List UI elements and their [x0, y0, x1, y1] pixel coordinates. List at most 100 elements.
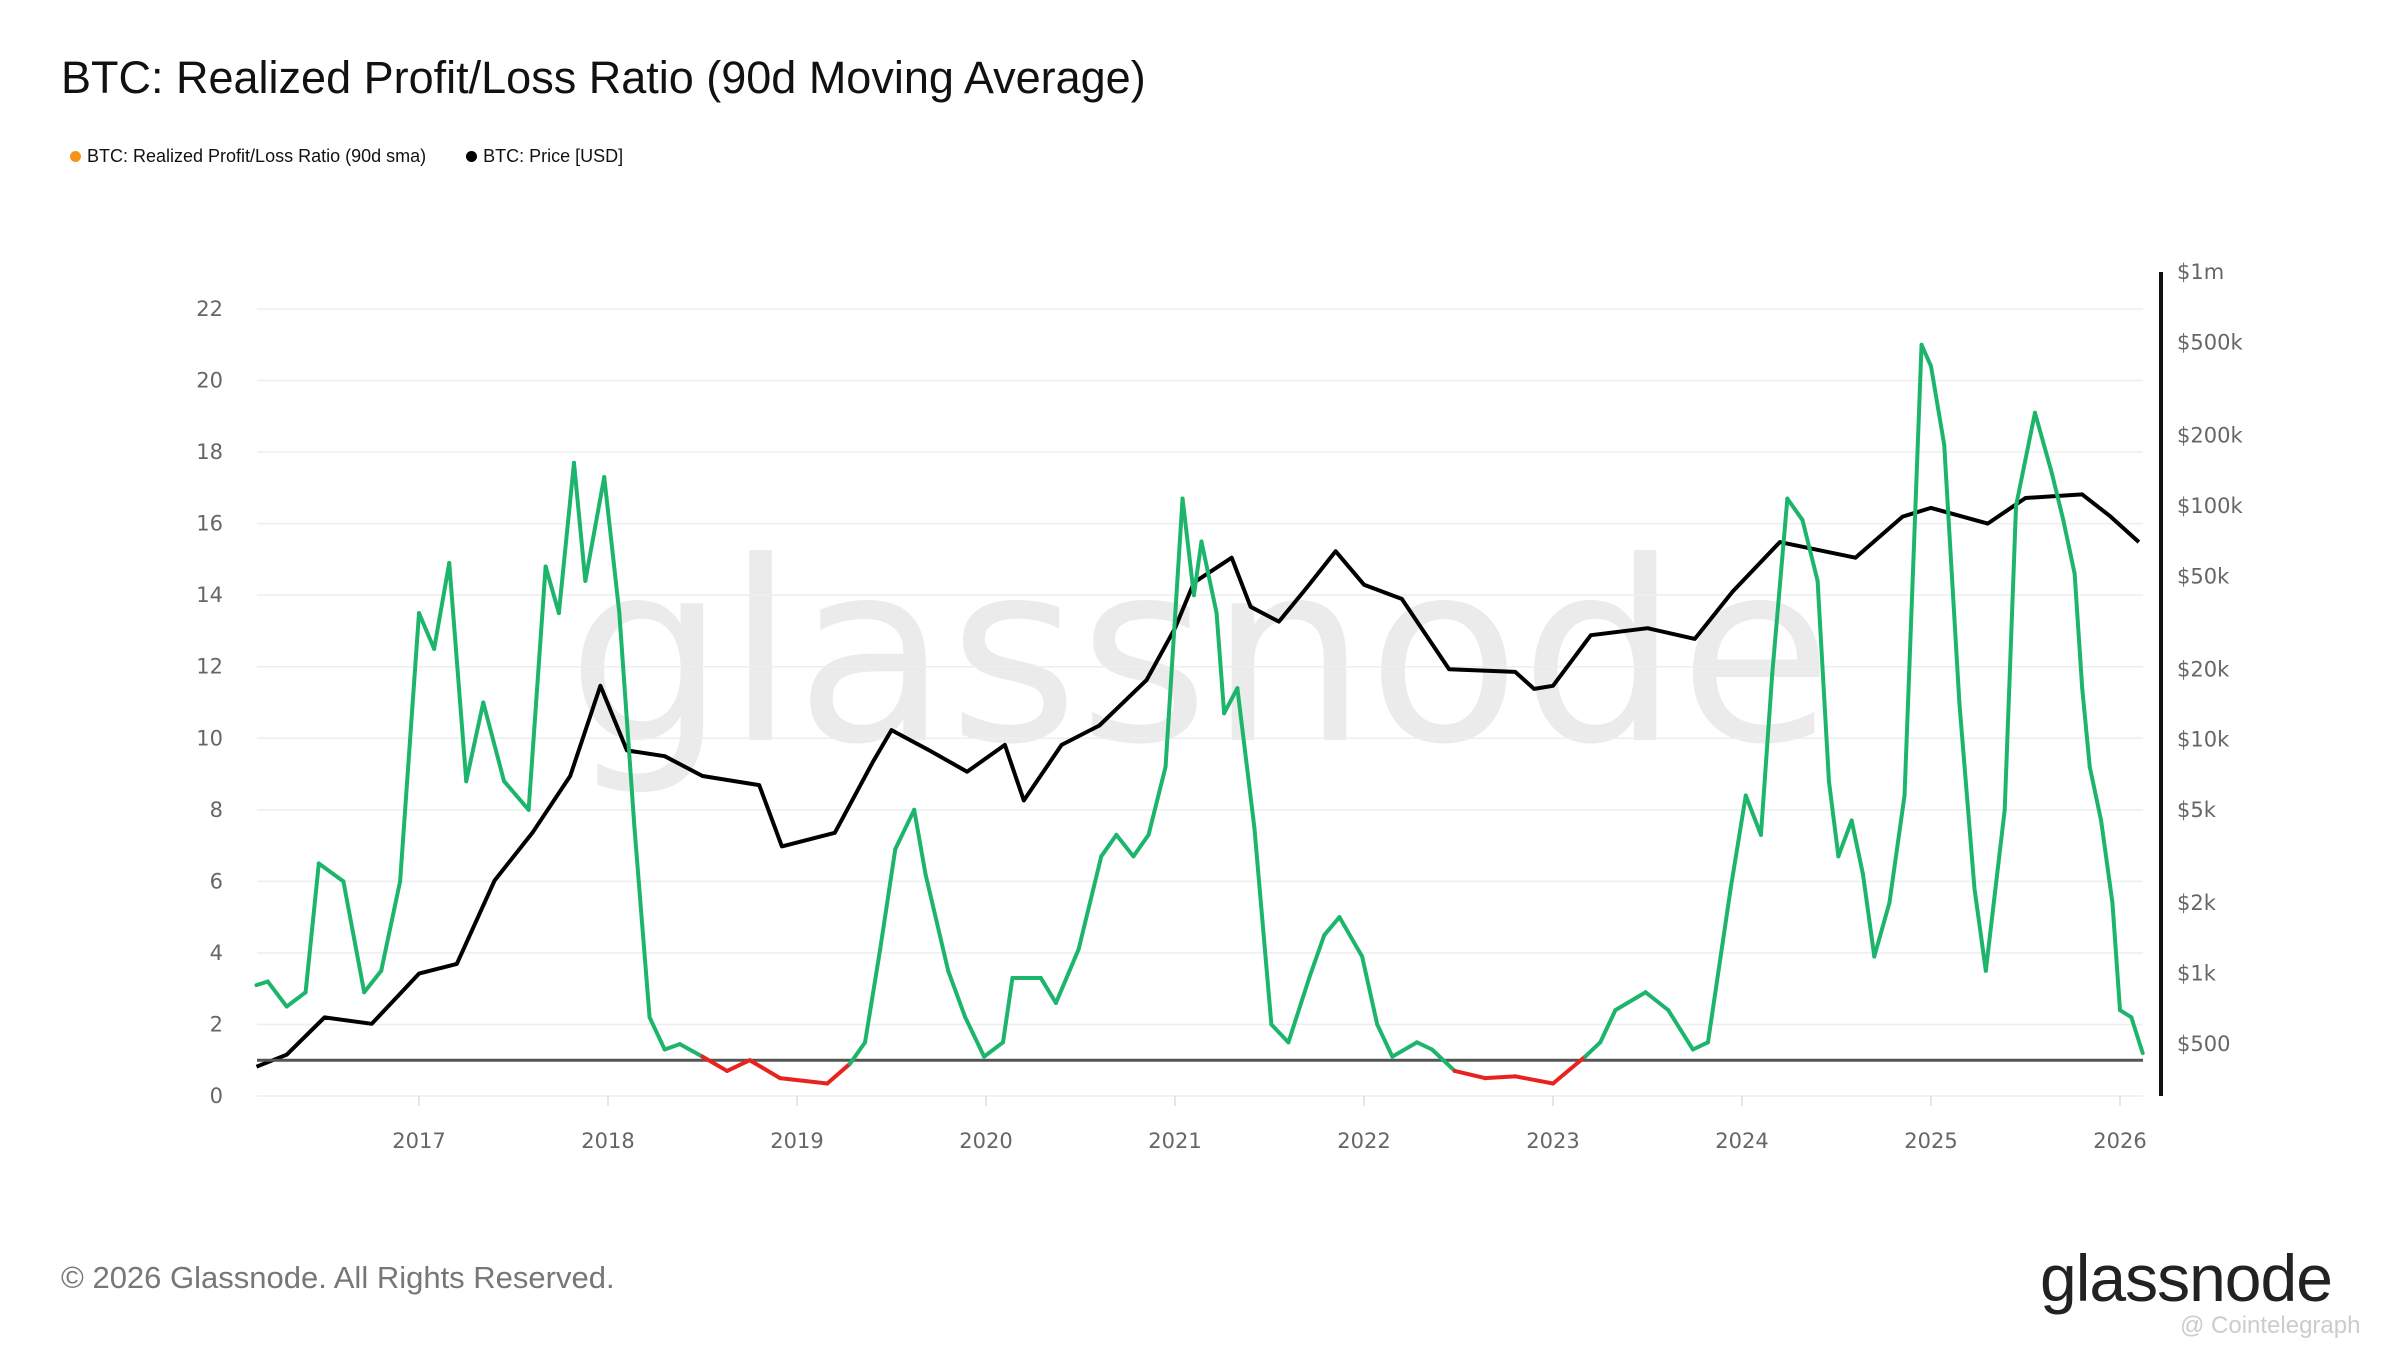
- ratio-line-segment: [1942, 442, 1962, 705]
- ratio-line-segment: [1826, 779, 1841, 859]
- ratio-line-segment: [700, 1054, 730, 1073]
- chart-title: BTC: Realized Profit/Loss Ratio (90d Mov…: [61, 52, 1146, 103]
- y-right-tick-label: $50k: [2177, 564, 2230, 588]
- x-tick-label: 2025: [1904, 1129, 1957, 1153]
- ratio-line-segment: [303, 861, 321, 995]
- ratio-line-segment: [571, 460, 588, 583]
- ratio-line-segment: [747, 1058, 782, 1081]
- y-left-tick-label: 12: [196, 655, 223, 679]
- ratio-line-segment: [464, 700, 486, 784]
- ratio-line-segment: [543, 564, 561, 616]
- legend-dot-black-icon: [466, 151, 478, 162]
- ratio-line-segment: [1919, 342, 1933, 369]
- ratio-line-segment: [2080, 686, 2092, 769]
- x-tick-label: 2026: [2093, 1129, 2146, 1153]
- ratio-line-segment: [863, 947, 883, 1045]
- ratio-line-segment: [946, 968, 968, 1020]
- ratio-line-segment: [526, 564, 548, 812]
- ratio-line-segment: [362, 968, 384, 995]
- ratio-line-segment: [1286, 975, 1312, 1045]
- y-right-tick-label: $200k: [2177, 423, 2243, 447]
- ratio-line-segment: [632, 825, 652, 1020]
- y-right-tick-label: $500: [2177, 1032, 2230, 1056]
- ratio-line-segment: [1001, 975, 1015, 1045]
- y-right-tick-label: $2k: [2177, 891, 2217, 915]
- y-right-tick-label: $1k: [2177, 962, 2217, 986]
- y-left-tick-label: 22: [196, 297, 223, 321]
- x-tick-label: 2021: [1148, 1129, 1201, 1153]
- ratio-line-segment: [1252, 825, 1274, 1027]
- ratio-line-segment: [617, 611, 637, 830]
- ratio-line-segment: [1053, 947, 1081, 1005]
- ratio-line-segment: [923, 872, 951, 973]
- ratio-line-segment: [1038, 975, 1058, 1005]
- ratio-line-segment: [1643, 990, 1671, 1013]
- ratio-line-segment: [1414, 1040, 1435, 1052]
- ratio-line-segment: [982, 1040, 1006, 1059]
- y-left-tick-label: 6: [210, 869, 223, 893]
- ratio-line-segment: [2049, 471, 2066, 523]
- y-left-tick-label: 16: [196, 512, 223, 536]
- ratio-line-segment: [556, 460, 576, 616]
- ratio-line-segment: [1849, 818, 1865, 877]
- ratio-line-segment: [912, 807, 928, 877]
- y-right-tick-label: $500k: [2177, 330, 2243, 354]
- ratio-line-segment: [1758, 671, 1775, 837]
- y-left-tick-label: 10: [196, 726, 223, 750]
- ratio-line-segment: [1076, 854, 1104, 952]
- ratio-line-segment: [2129, 1015, 2145, 1056]
- ratio-line-segment: [1815, 578, 1831, 784]
- ratio-line-segment: [1191, 539, 1204, 598]
- ratio-line-segment: [1705, 886, 1733, 1045]
- ratio-line-segment: [1728, 793, 1748, 891]
- ratio-line-segment: [1307, 933, 1327, 980]
- ratio-line-segment: [398, 611, 421, 884]
- ratio-line-segment: [1390, 1040, 1419, 1059]
- ratio-line-segment: [1114, 832, 1136, 859]
- y-left-tick-label: 2: [210, 1012, 223, 1036]
- ratio-line-segment: [1836, 818, 1854, 859]
- ratio-line-segment: [1180, 496, 1196, 598]
- ratio-line-segment: [1337, 915, 1365, 959]
- y-left-tick-label: 4: [210, 941, 223, 965]
- ratio-line-segment: [1929, 364, 1947, 447]
- x-tick-label: 2023: [1526, 1129, 1579, 1153]
- ratio-line-segment: [341, 879, 367, 995]
- ratio-line-segment: [1375, 1022, 1395, 1059]
- ratio-line-segment: [1613, 990, 1648, 1013]
- ratio-line-segment: [1199, 539, 1219, 616]
- ratio-line-segment: [1887, 793, 1907, 905]
- ratio-line-segment: [1770, 496, 1790, 676]
- ratio-line-segment: [265, 979, 289, 1009]
- ratio-line-segment: [1214, 611, 1227, 716]
- ratio-line-segment: [847, 1040, 868, 1066]
- ratio-line-segment: [1785, 496, 1805, 523]
- ratio-line-segment: [825, 1061, 852, 1086]
- legend-label-price: BTC: Price [USD]: [483, 146, 624, 166]
- ratio-line-segment: [2032, 410, 2054, 476]
- ratio-line-segment: [502, 779, 531, 812]
- legend-item-ratio[interactable]: BTC: Realized Profit/Loss Ratio (90d sma…: [70, 146, 426, 167]
- ratio-line-segment: [1983, 807, 2007, 973]
- x-tick-label: 2024: [1715, 1129, 1768, 1153]
- ratio-line-segment: [1452, 1068, 1487, 1081]
- y-right-tick-label: $20k: [2177, 657, 2230, 681]
- ratio-line-segment: [878, 847, 898, 952]
- ratio-line-segment: [2072, 571, 2085, 691]
- ratio-line-segment: [1360, 954, 1380, 1027]
- ratio-line-segment: [481, 700, 507, 784]
- ratio-line-segment: [1235, 686, 1257, 830]
- legend: BTC: Realized Profit/Loss Ratio (90d sma…: [70, 146, 623, 167]
- ratio-line-segment: [1269, 1022, 1291, 1045]
- ratio-line-segment: [379, 879, 403, 973]
- ratio-line-segment: [647, 1015, 667, 1052]
- ratio-line-segment: [2002, 503, 2019, 812]
- ratio-line-segment: [1872, 900, 1892, 959]
- ratio-line-segment: [1598, 1008, 1618, 1045]
- copyright-footer: © 2026 Glassnode. All Rights Reserved.: [61, 1260, 615, 1295]
- ratio-line-segment: [1583, 1040, 1603, 1059]
- y-right-tick-label: $100k: [2177, 494, 2243, 518]
- legend-item-price[interactable]: BTC: Price [USD]: [466, 146, 623, 167]
- ratio-line-segment: [602, 475, 622, 616]
- legend-dot-orange-icon: [70, 151, 81, 162]
